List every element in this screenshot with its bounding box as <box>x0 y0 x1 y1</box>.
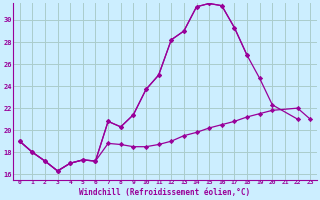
X-axis label: Windchill (Refroidissement éolien,°C): Windchill (Refroidissement éolien,°C) <box>79 188 251 197</box>
